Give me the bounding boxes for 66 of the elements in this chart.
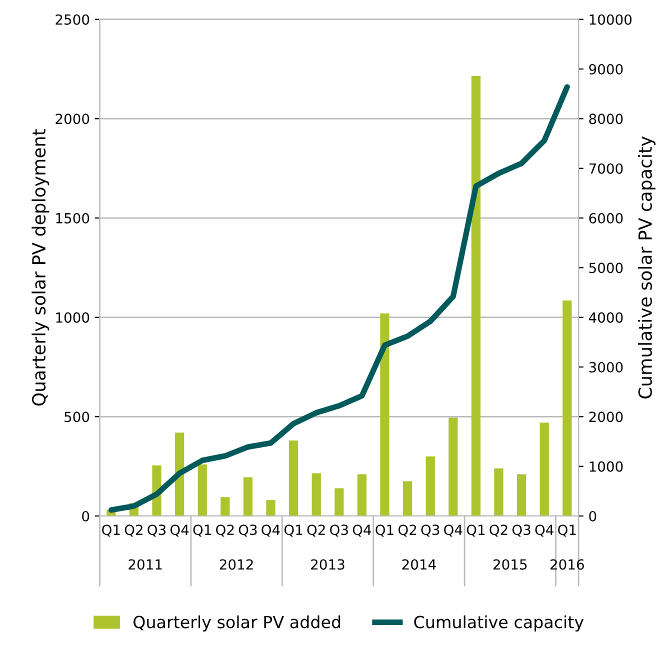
y2-tick-label: 8000 <box>589 114 623 124</box>
legend-label: Cumulative capacity <box>414 615 584 632</box>
bar <box>402 481 412 516</box>
x-tick-label: Q1 <box>193 524 211 537</box>
y2-tick-label: 9000 <box>589 64 623 74</box>
x-tick-label: Q1 <box>466 524 485 537</box>
bar <box>448 418 458 516</box>
text: 2016 <box>550 559 584 570</box>
bar <box>266 500 276 516</box>
bar <box>540 422 549 516</box>
bar <box>220 497 230 516</box>
y2-tick-label: 1000 <box>590 461 623 472</box>
x-tick-label: Q2 <box>307 524 325 537</box>
x-tick-label: Q1 <box>558 524 576 537</box>
x-tick-label: Q2 <box>398 524 416 537</box>
y2-tick-label: 7000 <box>589 163 623 174</box>
bar <box>471 76 481 516</box>
text: 2011 <box>128 559 162 570</box>
bar <box>334 488 344 516</box>
x-tick-label: Q2 <box>490 524 508 537</box>
bar <box>380 313 390 516</box>
y2-tick-label: 0 <box>589 510 596 522</box>
bar <box>516 474 526 516</box>
text: 2012 <box>220 559 253 570</box>
y2-tick-label: 2000 <box>589 412 623 422</box>
x-tick-label: Q2 <box>216 524 234 537</box>
y-axis-title: Quarterly solar PV deployment <box>32 129 50 406</box>
x-tick-label: Q1 <box>284 524 302 537</box>
x-tick-label: Q4 <box>170 524 189 537</box>
x-tick-label: Q3 <box>148 524 166 537</box>
x-tick-label: Q4 <box>262 524 280 537</box>
y-tick-label: 1500 <box>56 212 90 224</box>
bar <box>198 464 207 516</box>
bar <box>288 440 298 516</box>
y-tick-label: 2500 <box>56 14 90 25</box>
x-tick-label: Q1 <box>376 524 394 537</box>
y-tick-label: 2000 <box>56 114 90 124</box>
y-tick-label: 500 <box>64 412 90 422</box>
y-tick-label: 1000 <box>56 312 90 323</box>
bar <box>174 432 184 516</box>
bar <box>243 477 253 516</box>
text: 2014 <box>402 559 436 570</box>
text: 2015 <box>493 559 527 570</box>
bar <box>562 300 572 516</box>
x-tick-label: Q3 <box>421 524 440 537</box>
x-tick-label: Q3 <box>238 524 257 537</box>
x-tick-label: Q4 <box>444 524 462 537</box>
bar <box>426 456 435 516</box>
x-tick-label: Q3 <box>330 524 348 537</box>
bar <box>312 473 321 516</box>
x-tick-label: Q4 <box>535 524 554 537</box>
y2-tick-label: 5000 <box>589 262 623 274</box>
y2-tick-label: 3000 <box>589 362 623 372</box>
x-tick-label: Q4 <box>352 524 372 537</box>
y2-axis-title: Cumulative solar PV capacity <box>638 136 656 399</box>
x-tick-label: Q3 <box>512 524 530 537</box>
legend-label: Quarterly solar PV added <box>134 615 340 632</box>
bar <box>494 468 504 516</box>
text: 2013 <box>311 559 344 570</box>
y2-tick-label: 10000 <box>590 14 632 25</box>
bar <box>357 474 367 516</box>
y2-tick-label: 4000 <box>588 312 623 323</box>
y2-tick-label: 6000 <box>589 212 623 224</box>
x-tick-label: Q2 <box>124 524 142 537</box>
x-tick-label: Q1 <box>102 524 120 537</box>
y-tick-label: 0 <box>82 510 90 522</box>
